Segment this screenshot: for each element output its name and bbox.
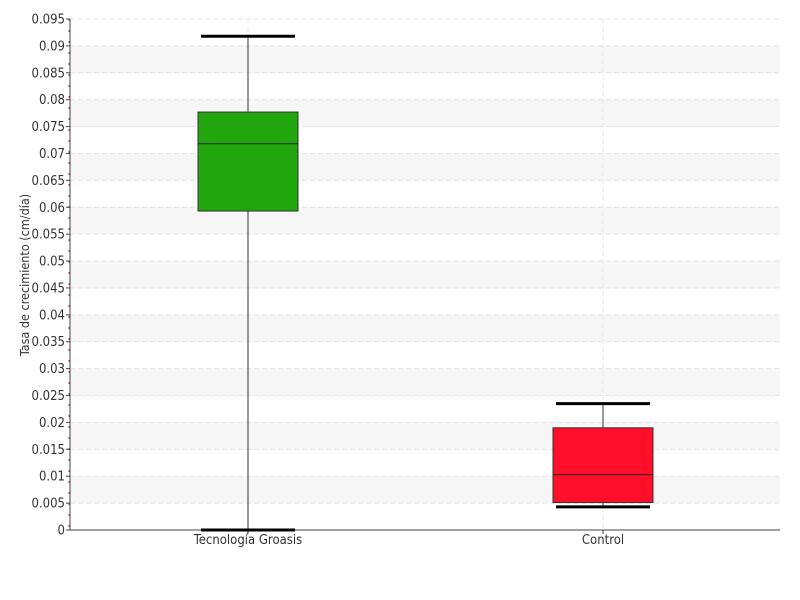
y-tick-label: 0.005 bbox=[32, 497, 65, 512]
background-band bbox=[70, 314, 780, 342]
y-tick-label: 0.03 bbox=[39, 362, 65, 377]
background-band bbox=[70, 153, 780, 181]
y-tick-label: 0.02 bbox=[39, 416, 65, 431]
background-band bbox=[70, 261, 780, 288]
box-plot-groasis bbox=[197, 34, 299, 532]
x-axis-ticks: Tecnología Groasis Control bbox=[193, 530, 624, 548]
y-axis-ticks: 0 0.005 0.01 0.015 0.02 0.025 0.03 0.035 0.04 0.0… bbox=[32, 13, 70, 539]
y-tick-label: 0.01 bbox=[39, 470, 65, 485]
box-plot-control bbox=[552, 402, 654, 509]
y-tick-label: 0.08 bbox=[39, 93, 65, 108]
y-tick-label: 0.075 bbox=[32, 120, 65, 135]
y-tick-label: 0.07 bbox=[39, 147, 65, 162]
background-band bbox=[70, 422, 780, 450]
background-band bbox=[70, 207, 780, 235]
y-tick-label: 0.05 bbox=[39, 255, 65, 270]
y-tick-label: 0.065 bbox=[32, 174, 65, 189]
y-tick-label: 0.085 bbox=[32, 66, 65, 81]
grid-lines bbox=[70, 18, 780, 530]
y-tick-label: 0.04 bbox=[39, 308, 65, 323]
background-band bbox=[70, 45, 780, 73]
y-tick-label: 0.015 bbox=[32, 443, 65, 458]
background-band bbox=[70, 368, 780, 396]
boxes bbox=[197, 34, 654, 532]
x-tick-label: Tecnología Groasis bbox=[193, 533, 302, 548]
y-axis-title: Tasa de crecimiento (cm/día) bbox=[17, 194, 32, 357]
y-tick-label: 0.06 bbox=[39, 201, 65, 216]
background-band bbox=[70, 476, 780, 504]
y-tick-label: 0.055 bbox=[32, 228, 65, 243]
background-band bbox=[70, 99, 780, 127]
box-iqr bbox=[552, 427, 654, 504]
background-bands bbox=[70, 45, 780, 504]
axes bbox=[68, 19, 780, 531]
y-tick-label: 0.045 bbox=[32, 281, 65, 296]
x-tick-label: Control bbox=[582, 533, 624, 548]
box-iqr bbox=[197, 111, 299, 212]
y-tick-label: 0 bbox=[58, 524, 65, 539]
y-tick-label: 0.09 bbox=[39, 39, 65, 54]
y-tick-label: 0.025 bbox=[32, 389, 65, 404]
y-tick-label: 0.095 bbox=[32, 13, 65, 28]
y-tick-label: 0.035 bbox=[32, 335, 65, 350]
